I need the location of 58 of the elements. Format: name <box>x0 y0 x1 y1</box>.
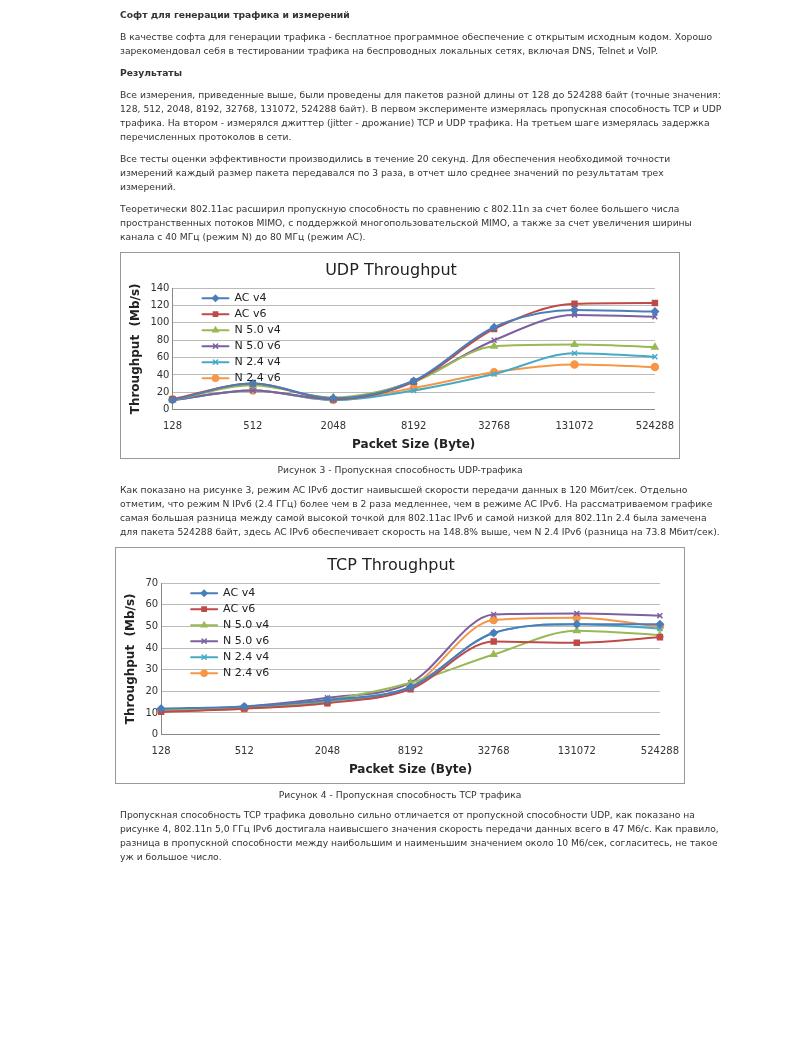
x-tick-label: 128 <box>162 420 183 432</box>
text: Результаты <box>120 66 183 80</box>
legend-label: N 2.4 v6 <box>234 371 281 385</box>
text: Теоретически 802.11ac расширил пропускную способность по сравнению с 802.11n за счет более большего числа пространственных потоков MIMO, с поддержкой многопользовательской MIMO, а также за счет увеличения ширины канала с 40 МГц (режим N) до 80 МГц (режим AC). <box>120 202 693 244</box>
y-tick-label: 60 <box>145 598 159 610</box>
y-tick-label: 20 <box>145 684 159 696</box>
chart-title: TCP Throughput <box>326 554 455 574</box>
x-tick-label: 2048 <box>314 745 341 757</box>
legend-label: N 2.4 v4 <box>223 650 270 664</box>
x-tick-label: 128 <box>151 745 171 757</box>
legend-label: N 5.0 v6 <box>234 339 281 353</box>
text: В качестве софта для генерации трафика - бесплатное программное обеспечение с открытым исходным кодом. Хорошо зарекомендовал себя в тестировании трафика на беспроводных локальных сетях, включая DNS, Telnet и VoIP. <box>120 30 714 58</box>
y-axis-title: Throughput (Mb/s) <box>128 283 143 415</box>
y-tick-label: 140 <box>150 281 170 293</box>
y-tick-label: 120 <box>150 299 170 311</box>
chart-title: UDP Throughput <box>325 259 457 279</box>
legend-label: N 2.4 v6 <box>223 666 270 680</box>
x-tick-label: 8192 <box>397 745 424 757</box>
legend-label: N 2.4 v4 <box>234 355 281 369</box>
x-tick-label: 524288 <box>635 420 675 432</box>
legend-label: AC v4 <box>234 291 267 305</box>
y-tick-label: 20 <box>156 385 170 397</box>
legend-label: N 5.0 v6 <box>223 634 270 648</box>
text: Как показано на рисунке 3, режим AC IPv6 достиг наивысшей скорости передачи данных в 120 Мбит/сек. Отдельно отметим, что режим N IPv6 (2.4 ГГц) более чем в 2 раза медленнее, чем в режиме AC IPv6. На рассматриваемом графике самая большая разница между самой высокой точкой для 802.11ac IPv6 и самой низкой для 802.11n 2.4 была замечена для пакета 524288 байт, здесь AC IPv6 обеспечивает скорость на 148.8% выше, чем N 2.4 IPv6 (разница на 73.8 Мбит/сек). <box>120 483 721 539</box>
y-tick-label: 0 <box>163 403 170 415</box>
legend-label: N 5.0 v4 <box>234 323 281 337</box>
legend-label: AC v4 <box>223 586 256 600</box>
legend-label: N 5.0 v4 <box>223 618 270 632</box>
y-tick-label: 80 <box>156 333 170 345</box>
y-axis-title: Throughput (Mb/s) <box>123 593 138 725</box>
x-axis-title: Packet Size (Byte) <box>348 761 473 776</box>
y-tick-label: 30 <box>145 663 159 675</box>
text: Рисунок 4 - Пропускная способность TCP трафика <box>277 789 523 800</box>
text: Пропускная способность TCP трафика довольно сильно отличается от пропускной способности UDP, как показано на рисунке 4, 802.11n 5,0 ГГц IPv6 достигала наивысшего значения скорость передачи данных всего в 47 Мб/с. Как правило, разница в пропускной способности между наибольшим и наименьшим значением около 10 Мб/сек, согласитесь, не такое уж и большое число. <box>120 808 720 864</box>
text: Рисунок 3 - Пропускная способность UDP-трафика <box>276 464 524 475</box>
y-tick-label: 70 <box>145 576 159 588</box>
x-tick-label: 32768 <box>478 420 511 432</box>
x-tick-label: 32768 <box>477 745 510 757</box>
x-tick-label: 512 <box>234 745 254 757</box>
y-tick-label: 0 <box>151 728 159 740</box>
y-tick-label: 40 <box>156 368 170 380</box>
x-tick-label: 8192 <box>400 420 427 432</box>
y-tick-label: 40 <box>145 641 159 653</box>
y-tick-label: 60 <box>156 351 170 363</box>
x-tick-label: 2048 <box>320 420 347 432</box>
y-tick-label: 100 <box>150 316 170 328</box>
text: Все измерения, приведенные выше, были проведены для пакетов разной длины от 128 до 524288 байт (точные значения: 128, 512, 2048, 8192, 32768, 131072, 524288 байт). В первом эксперименте измерялась пропускная способность TCP и UDP трафика. На втором - измерялся джиттер (jitter - дрожание) TCP и UDP трафика. На третьем шаге измерялась задержка перечисленных протоколов в сети. <box>120 88 722 144</box>
x-axis-title: Packet Size (Byte) <box>352 436 476 451</box>
x-tick-label: 524288 <box>640 745 680 757</box>
y-tick-label: 10 <box>145 706 159 718</box>
y-tick-label: 50 <box>145 620 159 632</box>
x-tick-label: 512 <box>243 420 263 432</box>
text: Софт для генерации трафика и измерений <box>120 8 351 22</box>
legend-label: AC v6 <box>223 602 256 616</box>
legend-label: AC v6 <box>234 307 267 321</box>
text: Все тесты оценки эффективности производились в течение 20 секунд. Для обеспечения необходимой точности измерений каждый размер пакета передавался по 3 раза, в отчет шло среднее значений по результатам трех измерений. <box>120 152 672 194</box>
x-tick-label: 131072 <box>557 745 596 757</box>
x-tick-label: 131072 <box>555 420 594 432</box>
